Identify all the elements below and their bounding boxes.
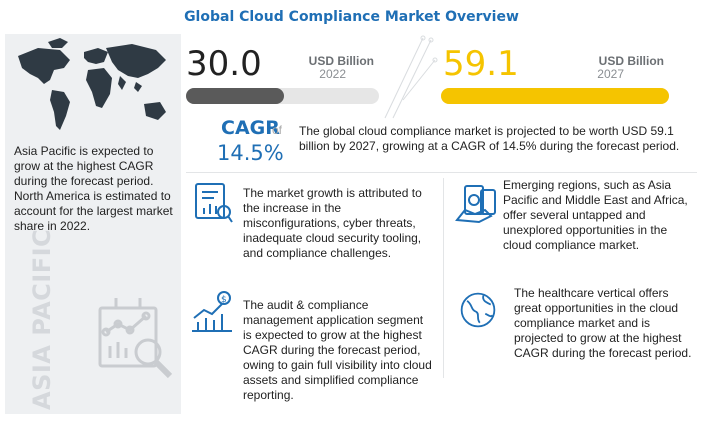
insight-text: The audit & compliance management applic… bbox=[243, 298, 432, 402]
stat-2027-year: 2027 bbox=[597, 67, 624, 81]
left-panel-text: Asia Pacific is expected to grow at the … bbox=[14, 144, 173, 233]
money-handshake-icon bbox=[455, 185, 496, 224]
stat-2022-bar bbox=[186, 88, 379, 104]
insight-text: The market growth is attributed to the i… bbox=[243, 186, 422, 260]
stat-2027-bar bbox=[441, 88, 669, 104]
cagr-value: 14.5% bbox=[217, 141, 284, 165]
cagr-label: CAGR bbox=[221, 117, 280, 139]
divider bbox=[186, 172, 697, 173]
insight-text: The healthcare vertical offers great opp… bbox=[514, 286, 692, 360]
analysis-report-icon bbox=[195, 183, 233, 223]
market-summary: The global cloud compliance market is pr… bbox=[299, 124, 680, 153]
asia-pacific-label: ASIA PACIFIC bbox=[28, 228, 56, 410]
circuit-lines-icon bbox=[384, 35, 438, 119]
stat-2027-unit: USD Billion bbox=[598, 54, 664, 68]
globe-icon bbox=[460, 292, 496, 328]
cagr-of: of bbox=[272, 123, 283, 137]
analytics-magnifier-icon bbox=[98, 298, 173, 379]
growth-chart-icon: $ bbox=[192, 291, 232, 332]
stat-2022-unit: USD Billion bbox=[308, 54, 374, 68]
world-map-icon bbox=[18, 38, 166, 130]
stat-2022-year: 2022 bbox=[319, 67, 346, 81]
insight-text: Emerging regions, such as Asia Pacific a… bbox=[503, 178, 688, 252]
stat-2027-value: 59.1 bbox=[443, 44, 519, 84]
svg-text:$: $ bbox=[221, 295, 227, 305]
left-panel bbox=[5, 34, 181, 414]
page-title: Global Cloud Compliance Market Overview bbox=[184, 9, 519, 25]
stat-2022-value: 30.0 bbox=[186, 44, 262, 84]
divider bbox=[443, 178, 444, 378]
